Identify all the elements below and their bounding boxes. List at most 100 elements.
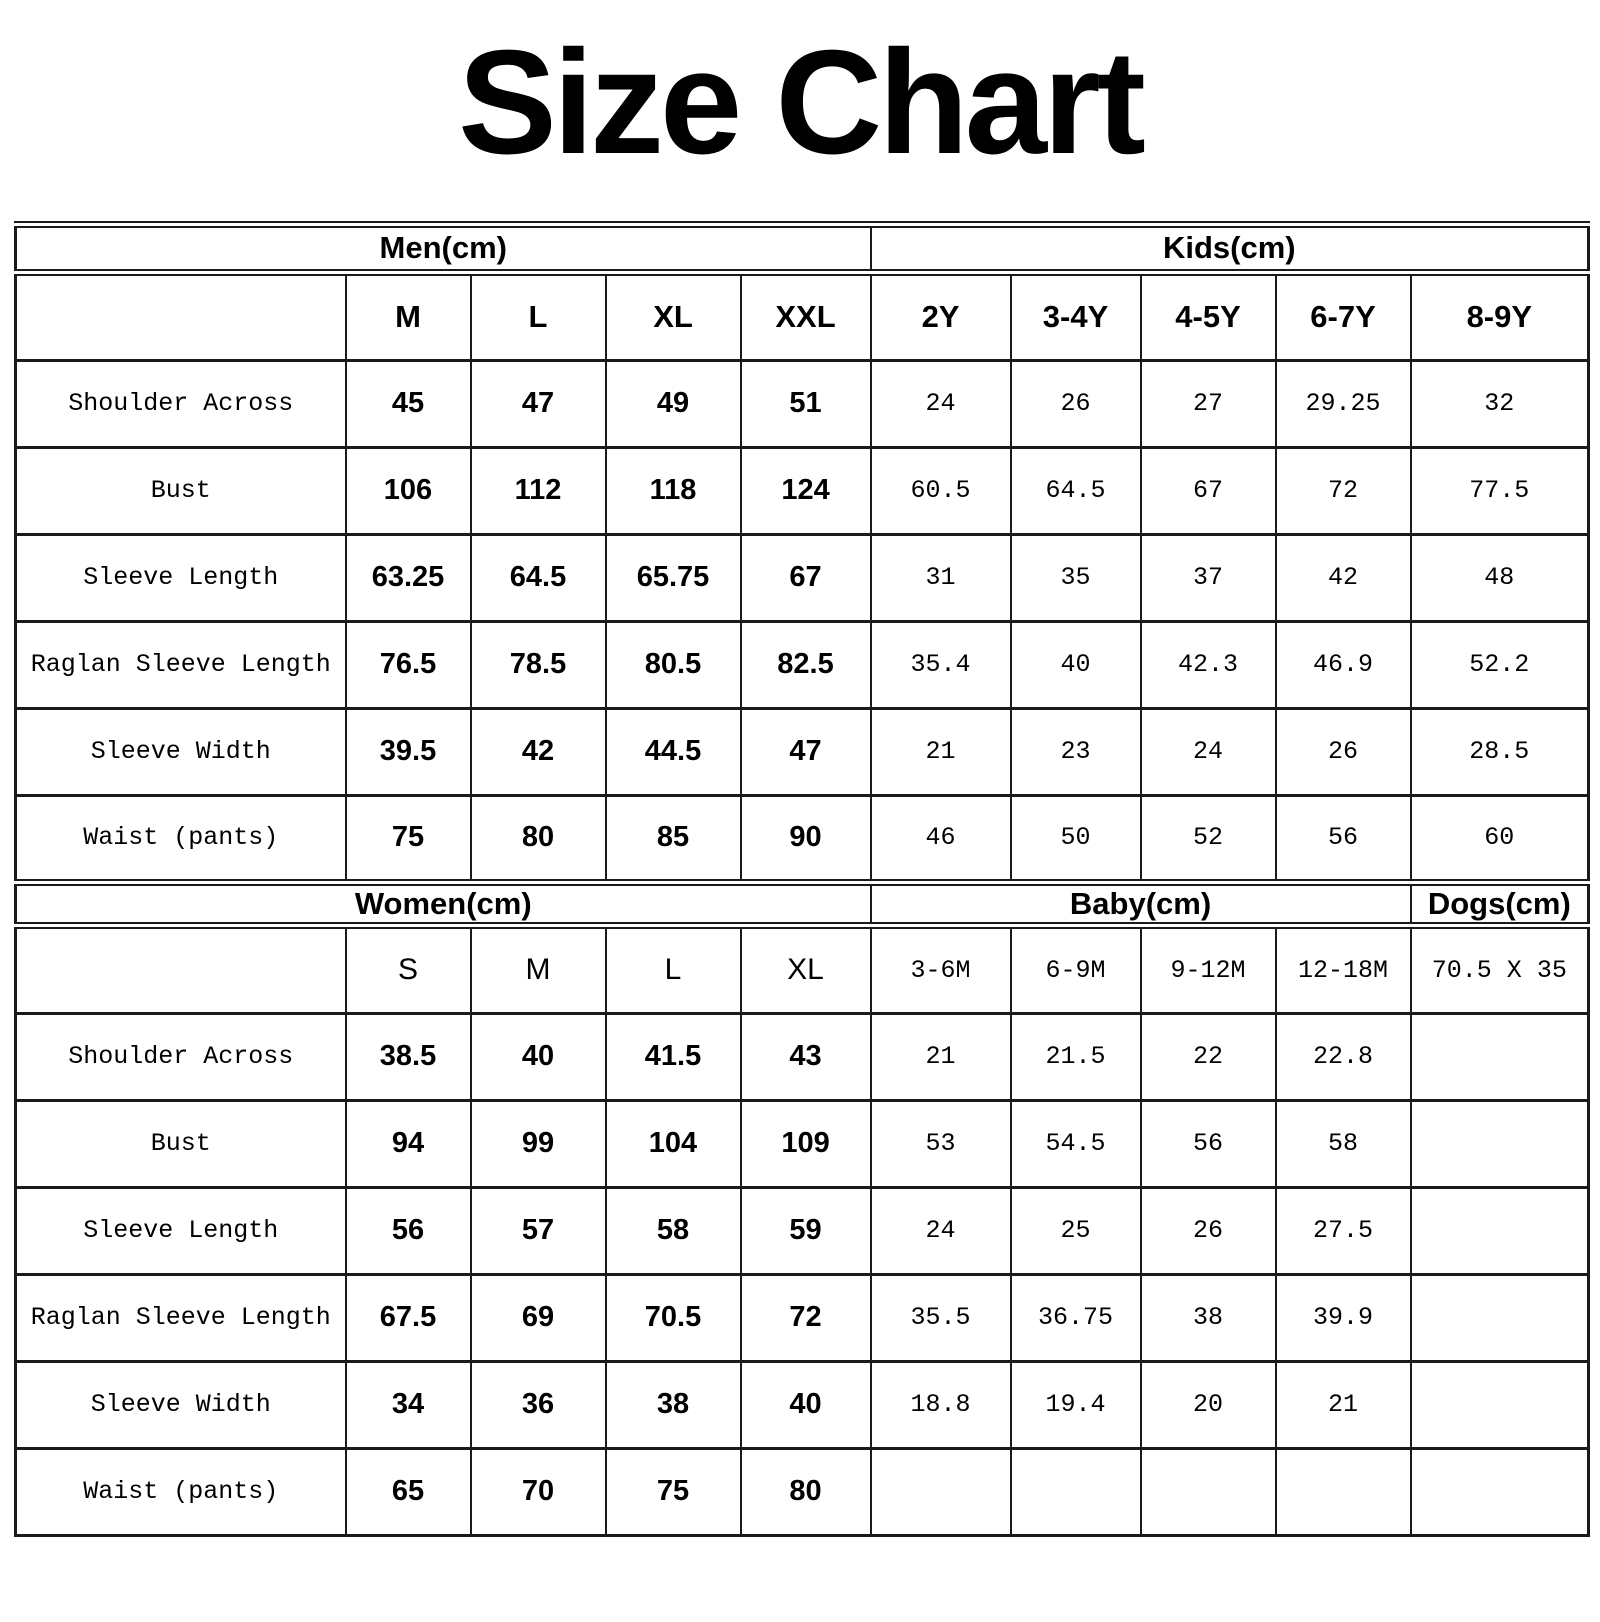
- women-section-header: Women(cm): [14, 878, 872, 929]
- value-cell: 35: [1009, 532, 1142, 623]
- table-row: Sleeve Length 63.25 64.5 65.75 67 31 35 …: [14, 532, 1590, 623]
- baby-section-header: Baby(cm): [869, 878, 1412, 929]
- value-cell: 58: [1274, 1098, 1412, 1189]
- value-cell: 36: [469, 1359, 607, 1450]
- value-cell: 39.5: [344, 706, 472, 797]
- value-cell: 82.5: [739, 619, 872, 710]
- value-cell: 76.5: [344, 619, 472, 710]
- row-label: Waist (pants): [14, 793, 347, 884]
- value-cell: 69: [469, 1272, 607, 1363]
- women-size-header: S: [344, 923, 472, 1015]
- value-cell: 57: [469, 1185, 607, 1276]
- value-cell: 85: [604, 793, 742, 884]
- value-cell: 40: [739, 1359, 872, 1450]
- value-cell: 38: [604, 1359, 742, 1450]
- size-chart-table: Men(cm) Kids(cm) M L XL XXL 2Y 3-4Y 4-5Y…: [14, 220, 1591, 1537]
- value-cell: 28.5: [1409, 706, 1590, 797]
- value-cell: [1409, 1446, 1590, 1537]
- women-size-header: XL: [739, 923, 872, 1015]
- table-row: Raglan Sleeve Length 67.5 69 70.5 72 35.…: [14, 1272, 1590, 1363]
- value-cell: 24: [1139, 706, 1277, 797]
- value-cell: 40: [469, 1011, 607, 1102]
- value-cell: 32: [1409, 358, 1590, 449]
- value-cell: [1409, 1359, 1590, 1450]
- value-cell: 67: [1139, 445, 1277, 536]
- section-header-row-top: Men(cm) Kids(cm): [14, 220, 1590, 276]
- value-cell: 36.75: [1009, 1272, 1142, 1363]
- value-cell: 44.5: [604, 706, 742, 797]
- value-cell: 25: [1009, 1185, 1142, 1276]
- value-cell: 51: [739, 358, 872, 449]
- kids-size-header: 2Y: [869, 270, 1012, 362]
- section-header-row-bottom: Women(cm) Baby(cm) Dogs(cm): [14, 878, 1590, 929]
- value-cell: 26: [1139, 1185, 1277, 1276]
- value-cell: 26: [1009, 358, 1142, 449]
- empty-cell: [14, 270, 347, 362]
- table-row: Shoulder Across 45 47 49 51 24 26 27 29.…: [14, 358, 1590, 449]
- value-cell: 24: [869, 1185, 1012, 1276]
- value-cell: 75: [604, 1446, 742, 1537]
- value-cell: 19.4: [1009, 1359, 1142, 1450]
- value-cell: 59: [739, 1185, 872, 1276]
- value-cell: 52: [1139, 793, 1277, 884]
- kids-size-header: 6-7Y: [1274, 270, 1412, 362]
- table-row: Waist (pants) 65 70 75 80: [14, 1446, 1590, 1537]
- row-label: Raglan Sleeve Length: [14, 1272, 347, 1363]
- row-label: Waist (pants): [14, 1446, 347, 1537]
- baby-size-header: 3-6M: [869, 923, 1012, 1015]
- value-cell: 64.5: [1009, 445, 1142, 536]
- men-size-header: XXL: [739, 270, 872, 362]
- value-cell: 112: [469, 445, 607, 536]
- value-cell: 43: [739, 1011, 872, 1102]
- value-cell: 94: [344, 1098, 472, 1189]
- row-label: Shoulder Across: [14, 358, 347, 449]
- value-cell: [1139, 1446, 1277, 1537]
- kids-size-header: 3-4Y: [1009, 270, 1142, 362]
- value-cell: 70: [469, 1446, 607, 1537]
- baby-size-header: 9-12M: [1139, 923, 1277, 1015]
- value-cell: 31: [869, 532, 1012, 623]
- value-cell: 64.5: [469, 532, 607, 623]
- value-cell: 34: [344, 1359, 472, 1450]
- value-cell: 75: [344, 793, 472, 884]
- value-cell: 78.5: [469, 619, 607, 710]
- value-cell: 106: [344, 445, 472, 536]
- value-cell: 72: [1274, 445, 1412, 536]
- value-cell: 54.5: [1009, 1098, 1142, 1189]
- kids-section-header: Kids(cm): [869, 220, 1590, 276]
- row-label: Sleeve Length: [14, 532, 347, 623]
- value-cell: 45: [344, 358, 472, 449]
- value-cell: 56: [1139, 1098, 1277, 1189]
- value-cell: 46.9: [1274, 619, 1412, 710]
- value-cell: 35.5: [869, 1272, 1012, 1363]
- table-row: Bust 94 99 104 109 53 54.5 56 58: [14, 1098, 1590, 1189]
- value-cell: [1409, 1011, 1590, 1102]
- value-cell: 63.25: [344, 532, 472, 623]
- size-header-row-top: M L XL XXL 2Y 3-4Y 4-5Y 6-7Y 8-9Y: [14, 270, 1590, 362]
- value-cell: 52.2: [1409, 619, 1590, 710]
- row-label: Bust: [14, 1098, 347, 1189]
- men-size-header: L: [469, 270, 607, 362]
- value-cell: 80: [739, 1446, 872, 1537]
- value-cell: 29.25: [1274, 358, 1412, 449]
- size-header-row-bottom: S M L XL 3-6M 6-9M 9-12M 12-18M 70.5 X 3…: [14, 923, 1590, 1015]
- table-row: Raglan Sleeve Length 76.5 78.5 80.5 82.5…: [14, 619, 1590, 710]
- value-cell: 109: [739, 1098, 872, 1189]
- value-cell: 48: [1409, 532, 1590, 623]
- value-cell: [1409, 1272, 1590, 1363]
- dogs-section-header: Dogs(cm): [1409, 878, 1590, 929]
- value-cell: 21.5: [1009, 1011, 1142, 1102]
- value-cell: 23: [1009, 706, 1142, 797]
- value-cell: 22.8: [1274, 1011, 1412, 1102]
- value-cell: 42: [1274, 532, 1412, 623]
- row-label: Raglan Sleeve Length: [14, 619, 347, 710]
- value-cell: 56: [344, 1185, 472, 1276]
- kids-size-header: 8-9Y: [1409, 270, 1590, 362]
- table-row: Sleeve Width 39.5 42 44.5 47 21 23 24 26…: [14, 706, 1590, 797]
- table-row: Waist (pants) 75 80 85 90 46 50 52 56 60: [14, 793, 1590, 884]
- table-row: Sleeve Length 56 57 58 59 24 25 26 27.5: [14, 1185, 1590, 1276]
- kids-size-header: 4-5Y: [1139, 270, 1277, 362]
- value-cell: 118: [604, 445, 742, 536]
- value-cell: 21: [869, 706, 1012, 797]
- row-label: Sleeve Width: [14, 706, 347, 797]
